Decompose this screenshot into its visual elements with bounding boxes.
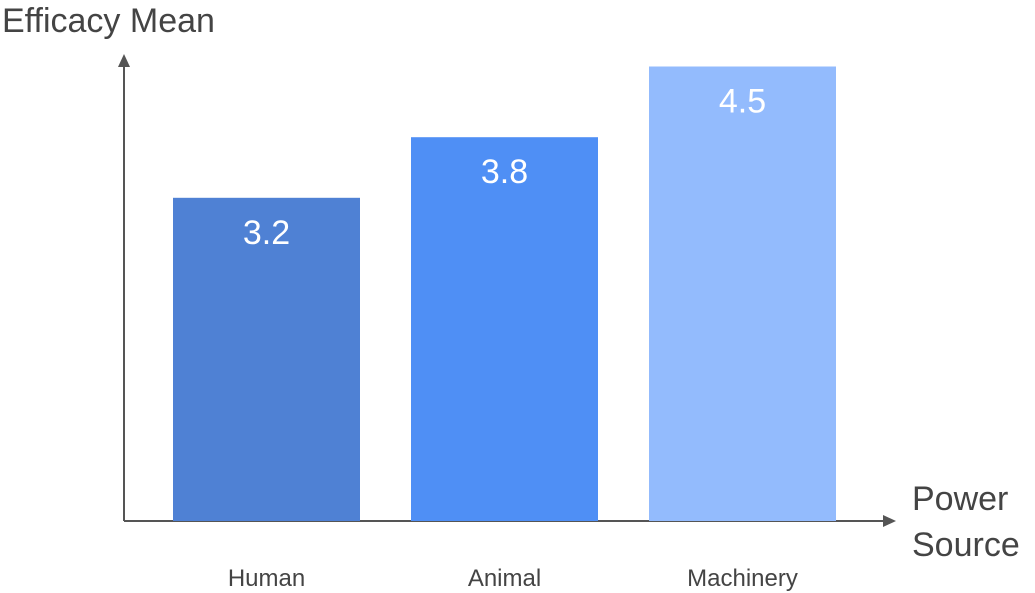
y-axis-arrow-icon <box>118 54 130 67</box>
y-axis-label: Efficacy Mean <box>2 2 215 40</box>
tick-labels-group: Human Animal Machinery <box>228 565 798 592</box>
bar-human <box>173 197 360 522</box>
bar-animal <box>411 137 598 521</box>
value-label-human: 3.2 <box>243 214 290 252</box>
bar-machinery <box>649 66 836 521</box>
x-axis-arrow-icon <box>883 515 896 527</box>
bars-group <box>173 66 836 522</box>
value-label-machinery: 4.5 <box>719 83 766 121</box>
x-tick-label-machinery: Machinery <box>687 565 798 592</box>
x-tick-label-animal: Animal <box>468 565 541 592</box>
x-tick-label-human: Human <box>228 565 305 592</box>
x-axis-label-line-1: Power <box>912 480 1008 518</box>
value-label-animal: 3.8 <box>481 153 528 191</box>
x-axis-label-line-2: Source <box>912 526 1020 564</box>
value-labels-group: 3.2 3.8 4.5 <box>243 83 766 252</box>
